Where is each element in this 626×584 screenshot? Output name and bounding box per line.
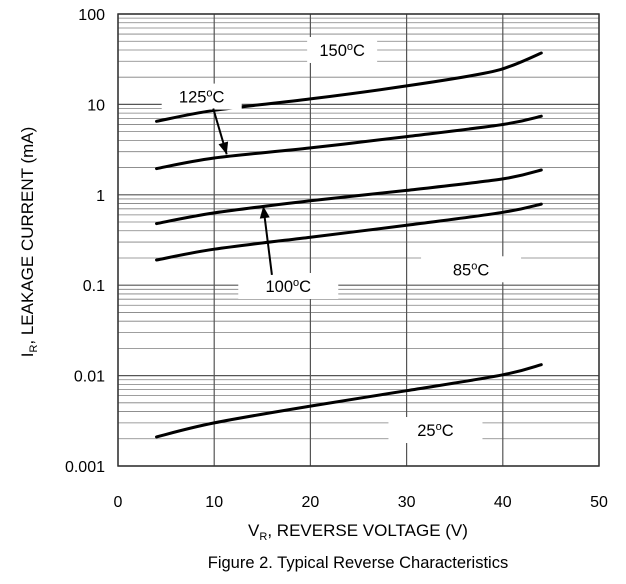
x-tick-label: 30 [398, 494, 416, 511]
curve-label-c100: 100oC [265, 277, 311, 296]
x-tick-label: 40 [494, 494, 512, 511]
arrow-125c-head [218, 141, 229, 155]
y-tick-label: 0.001 [65, 459, 105, 476]
arrow-100c-head [259, 206, 270, 219]
plot-frame [117, 13, 600, 467]
curve-label-c150: 150oC [319, 41, 365, 60]
series-line-25 [155, 363, 543, 439]
y-axis-label: IR, LEAKAGE CURRENT (mA) [18, 127, 40, 358]
series-line-125 [155, 114, 543, 171]
curve-label-bg-c100 [238, 272, 339, 299]
y-tick-label: 1 [96, 188, 105, 205]
x-tick-label: 50 [590, 494, 608, 511]
y-tick-label: 100 [78, 7, 105, 24]
grid [117, 13, 600, 467]
curve-label-bg-c125 [161, 83, 242, 110]
curve-label-bg-c150 [307, 36, 378, 63]
curve-label-bg-c85 [421, 256, 522, 283]
tick-labels: 0 10 20 30 40 50 0.001 0.01 0.1 1 10 100 [65, 7, 608, 511]
x-axis-label: VR, REVERSE VOLTAGE (V) [248, 521, 468, 543]
series-line-100 [155, 168, 543, 226]
x-tick-label: 10 [205, 494, 223, 511]
curve-label-bg-c25 [388, 417, 483, 444]
curve-label-c125: 125oC [179, 88, 225, 107]
x-tick-label: 20 [302, 494, 320, 511]
x-tick-label: 0 [114, 494, 123, 511]
curve-labels: 150oC 125oC 100oC 85oC 25oC [161, 36, 522, 444]
y-tick-label: 0.01 [74, 369, 105, 386]
curve-label-c25: 25oC [417, 421, 453, 440]
y-tick-label: 0.1 [83, 278, 105, 295]
y-tick-label: 10 [87, 97, 105, 114]
figure-caption: Figure 2. Typical Reverse Characteristic… [208, 554, 508, 572]
curve-label-c85: 85oC [453, 260, 489, 279]
series-line-85 [155, 202, 543, 262]
